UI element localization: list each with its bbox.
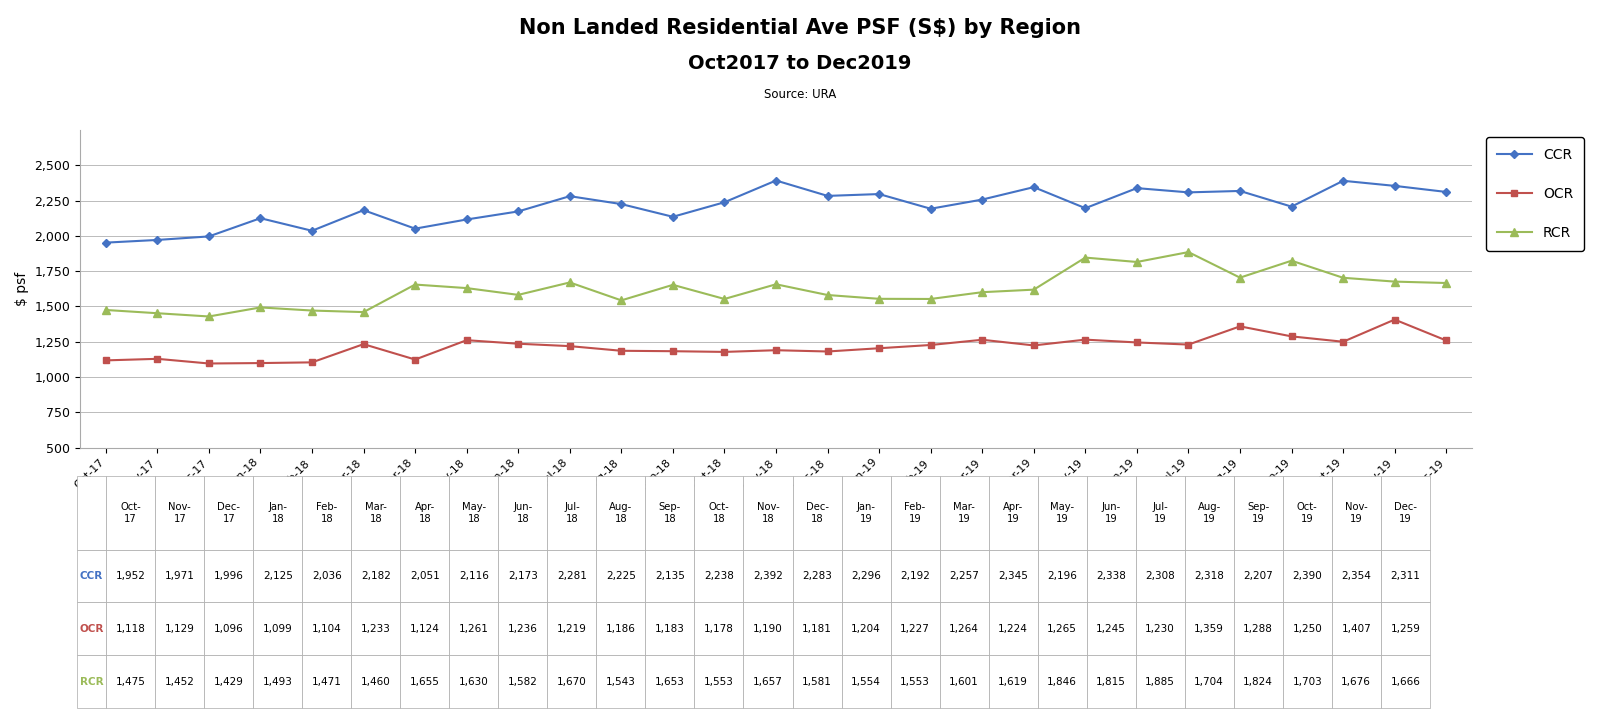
Text: Non Landed Residential Ave PSF (S$) by Region: Non Landed Residential Ave PSF (S$) by R…: [518, 18, 1082, 38]
Y-axis label: $ psf: $ psf: [14, 271, 29, 306]
Text: Source: URA: Source: URA: [763, 88, 837, 101]
Legend: CCR, OCR, RCR: CCR, OCR, RCR: [1486, 137, 1584, 251]
Text: Oct2017 to Dec2019: Oct2017 to Dec2019: [688, 54, 912, 73]
